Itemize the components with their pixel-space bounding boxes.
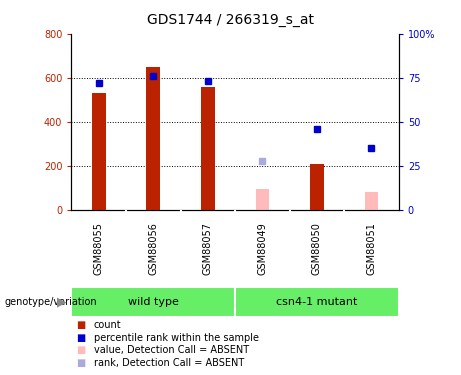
Text: ■: ■: [76, 358, 85, 368]
Text: ▶: ▶: [57, 296, 67, 308]
Bar: [310, 164, 324, 210]
Text: GSM88055: GSM88055: [94, 222, 104, 275]
Text: percentile rank within the sample: percentile rank within the sample: [94, 333, 259, 343]
Text: value, Detection Call = ABSENT: value, Detection Call = ABSENT: [94, 345, 248, 355]
Text: genotype/variation: genotype/variation: [5, 297, 97, 307]
Bar: [255, 189, 269, 210]
Bar: [71, 287, 235, 317]
Text: GSM88050: GSM88050: [312, 222, 322, 275]
Text: csn4-1 mutant: csn4-1 mutant: [276, 297, 358, 307]
Bar: [365, 192, 378, 210]
Text: GSM88051: GSM88051: [366, 222, 377, 275]
Bar: [147, 67, 160, 210]
Text: GSM88057: GSM88057: [203, 222, 213, 275]
Text: ■: ■: [76, 333, 85, 343]
Text: wild type: wild type: [128, 297, 179, 307]
Bar: [92, 93, 106, 210]
Text: GDS1744 / 266319_s_at: GDS1744 / 266319_s_at: [147, 13, 314, 27]
Text: rank, Detection Call = ABSENT: rank, Detection Call = ABSENT: [94, 358, 244, 368]
Text: ■: ■: [76, 320, 85, 330]
Bar: [235, 287, 399, 317]
Text: count: count: [94, 320, 121, 330]
Bar: [201, 87, 215, 210]
Text: GSM88049: GSM88049: [257, 222, 267, 275]
Text: GSM88056: GSM88056: [148, 222, 158, 275]
Text: ■: ■: [76, 345, 85, 355]
